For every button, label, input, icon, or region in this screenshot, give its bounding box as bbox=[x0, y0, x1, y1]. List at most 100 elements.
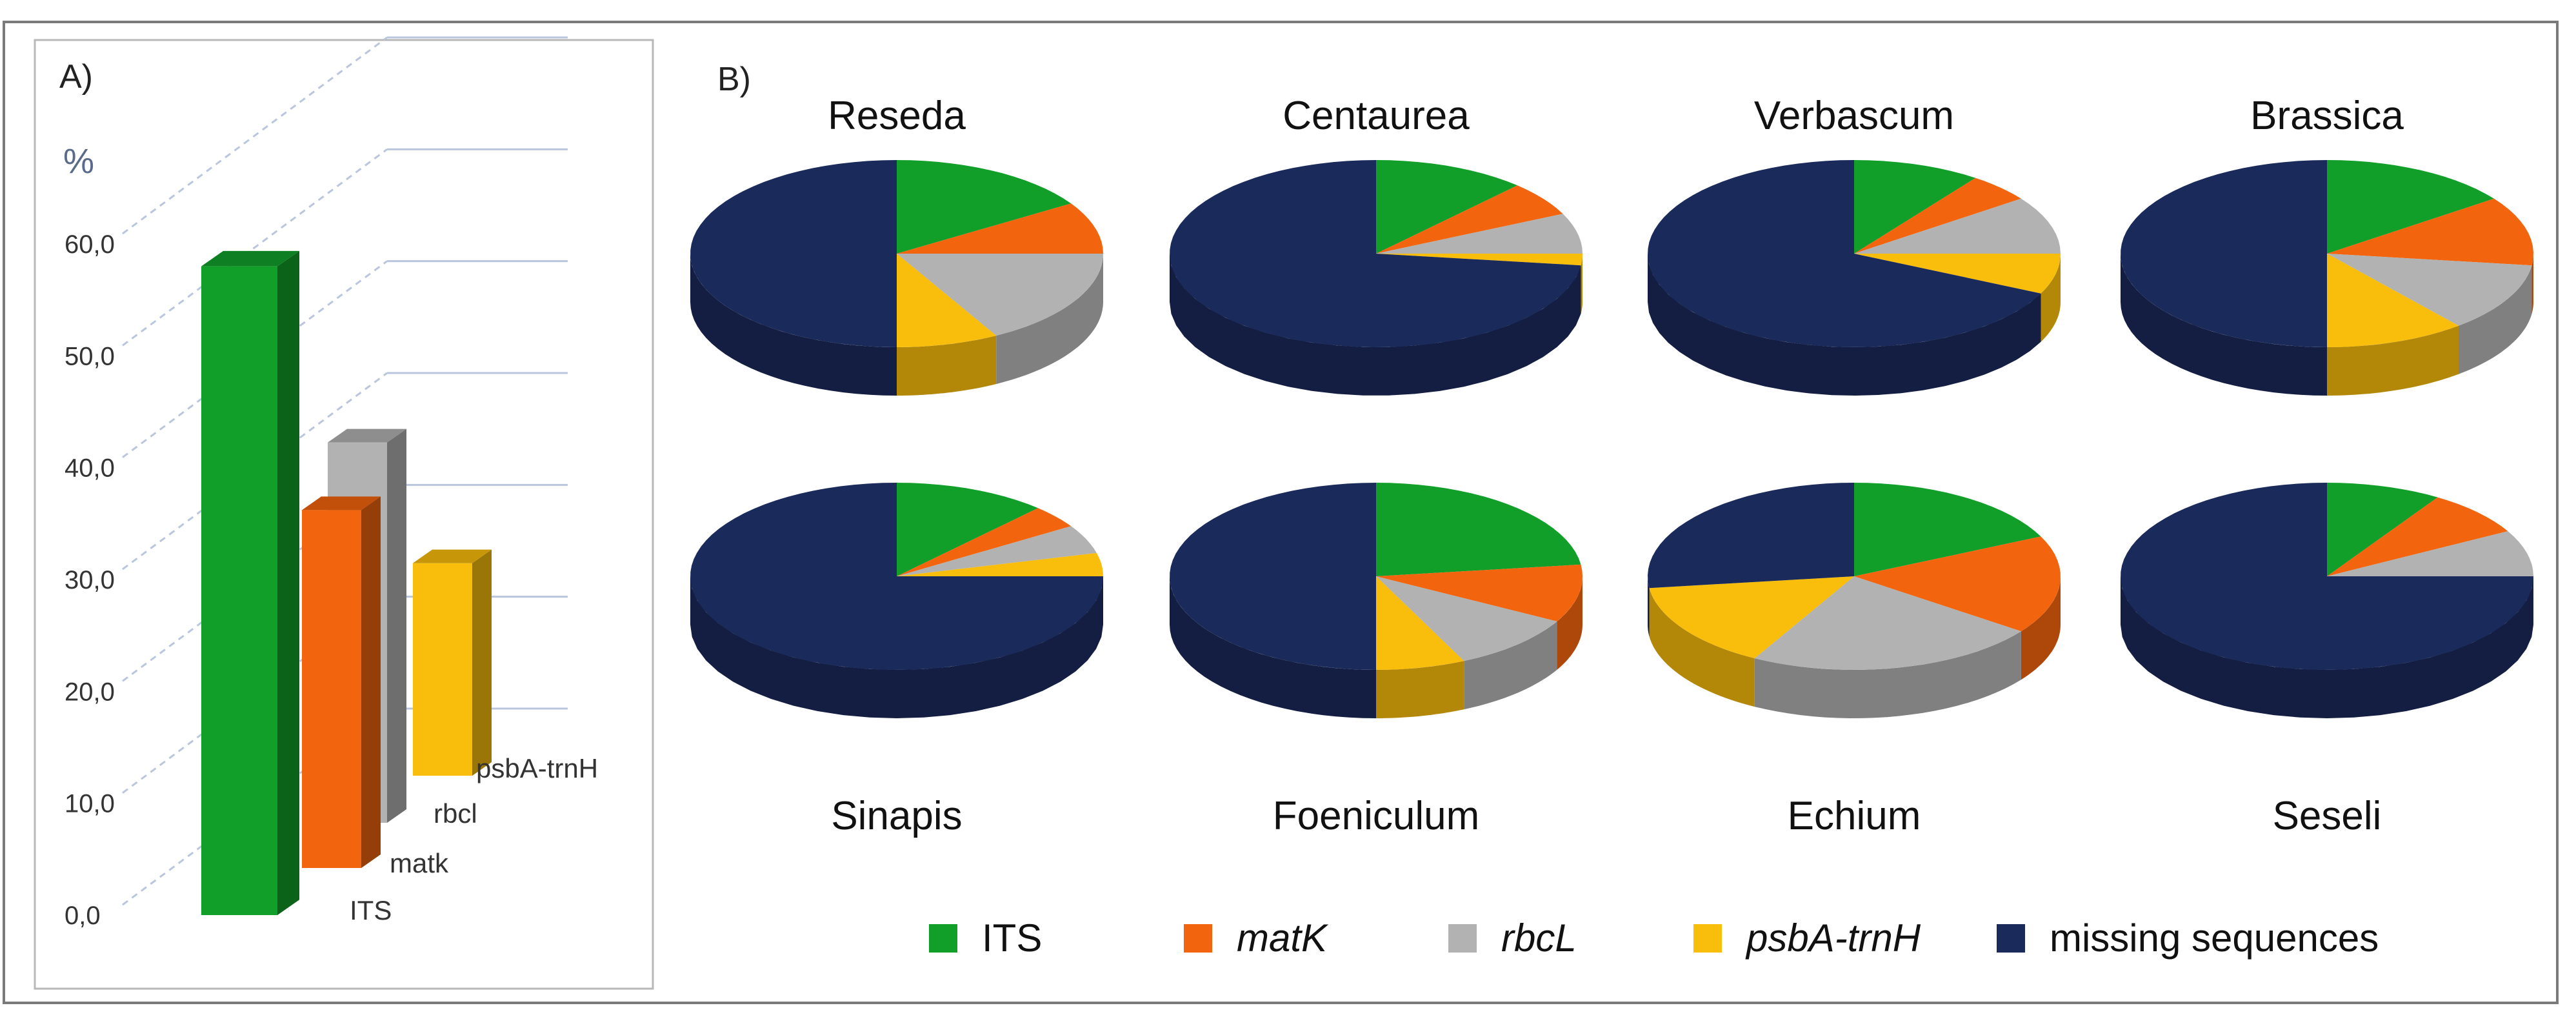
legend-label: missing sequences bbox=[2050, 916, 2379, 960]
pie-wall-psba-trnh bbox=[1376, 661, 1464, 718]
pie-centaurea: Centaurea bbox=[1170, 94, 1583, 396]
category-label-psba-trnh: psbA-trnH bbox=[476, 753, 598, 783]
pie-verbascum: Verbascum bbox=[1648, 94, 2061, 396]
pie-slice-rbcl bbox=[1376, 214, 1583, 254]
legend-label: psbA-trnH bbox=[1745, 916, 1921, 960]
pie-title: Verbascum bbox=[1754, 94, 1954, 138]
pie-wall-missing-sequences bbox=[1648, 576, 1650, 637]
pie-sinapis: Sinapis bbox=[690, 483, 1103, 838]
pie-brassica: Brassica bbox=[2121, 94, 2533, 396]
panel-a-label: A) bbox=[59, 58, 93, 96]
pie-slice-missing-sequences bbox=[1170, 483, 1376, 670]
pie-slice-rbcl bbox=[1754, 576, 2021, 670]
pie-wall-psba-trnh bbox=[2327, 325, 2459, 396]
pie-slice-psba-trnh bbox=[897, 254, 997, 347]
legend-label: matK bbox=[1237, 916, 1329, 960]
pie-slice-psba-trnh bbox=[1376, 576, 1464, 670]
pie-slice-missing-sequences bbox=[690, 483, 1103, 670]
legend-swatch bbox=[1448, 924, 1477, 953]
bar-chart-y-ticks: 0,0 10,0 20,0 30,0 40,0 50,0 60,0 bbox=[65, 230, 115, 930]
pie-wall-rbcl bbox=[996, 254, 1103, 385]
pie-wall-psba-trnh bbox=[1581, 254, 1583, 314]
pie-slice-rbcl bbox=[1376, 576, 1557, 661]
pie-wall-missing-sequences bbox=[2121, 254, 2327, 396]
pie-wall-matk bbox=[2021, 576, 2061, 680]
pie-wall-rbcl bbox=[1464, 621, 1557, 710]
legend: ITS matK rbcL psbA-trnH missing sequences bbox=[929, 916, 2379, 960]
category-label-its: ITS bbox=[350, 895, 392, 925]
pie-slice-missing-sequences bbox=[690, 160, 897, 347]
pie-wall-psba-trnh bbox=[897, 336, 997, 396]
grid-line-diagonal bbox=[122, 36, 388, 235]
legend-label: ITS bbox=[982, 916, 1042, 960]
pie-slice-matk bbox=[1854, 177, 2021, 254]
bar-side-rbcl bbox=[387, 429, 406, 823]
y-tick-label: 60,0 bbox=[65, 230, 115, 259]
y-unit-label: % bbox=[63, 142, 94, 181]
y-tick-label: 10,0 bbox=[65, 790, 115, 818]
bar-top-psba-trnh bbox=[413, 549, 492, 563]
pie-wall-rbcl bbox=[2459, 265, 2532, 374]
pie-title: Sinapis bbox=[831, 794, 962, 838]
pie-slice-its bbox=[2327, 160, 2494, 254]
pie-wall-psba-trnh bbox=[1649, 588, 1755, 707]
y-tick-label: 40,0 bbox=[65, 454, 115, 483]
bar-side-psba-trnh bbox=[472, 549, 492, 776]
grid-line-diagonal bbox=[122, 148, 388, 347]
category-label-matk: matk bbox=[390, 848, 449, 878]
pie-slice-its bbox=[1854, 160, 1976, 254]
y-tick-label: 30,0 bbox=[65, 566, 115, 594]
bar-side-matk bbox=[361, 496, 381, 868]
pie-wall-missing-sequences bbox=[690, 576, 1103, 718]
pie-title: Foeniculum bbox=[1273, 794, 1479, 838]
pie-slice-its bbox=[897, 160, 1072, 254]
pie-slice-its bbox=[2327, 483, 2438, 576]
pie-slice-missing-sequences bbox=[2121, 160, 2327, 347]
pie-slice-matk bbox=[897, 203, 1103, 254]
category-label-rbcl: rbcl bbox=[434, 798, 477, 829]
bar-side-its bbox=[277, 250, 299, 915]
pie-slice-psba-trnh bbox=[1854, 254, 2061, 294]
pie-slice-matk bbox=[1854, 536, 2061, 632]
legend-swatch bbox=[929, 924, 957, 953]
bar-chart-bars bbox=[201, 250, 492, 916]
pie-title: Brassica bbox=[2250, 94, 2404, 138]
pie-slice-rbcl bbox=[897, 526, 1097, 576]
bar-matk bbox=[302, 510, 361, 868]
y-tick-label: 0,0 bbox=[65, 902, 101, 930]
pie-slice-rbcl bbox=[1854, 198, 2061, 254]
pie-slice-missing-sequences bbox=[1648, 160, 2041, 347]
pie-slice-matk bbox=[2327, 198, 2533, 266]
pie-title: Centaurea bbox=[1283, 94, 1470, 138]
pie-title: Echium bbox=[1788, 794, 1921, 838]
legend-swatch bbox=[1997, 924, 2025, 953]
legend-label: rbcL bbox=[1501, 916, 1577, 960]
pie-slice-matk bbox=[1376, 564, 1583, 621]
bar-top-its bbox=[201, 250, 299, 267]
pie-slice-matk bbox=[1376, 185, 1563, 254]
pie-wall-rbcl bbox=[1754, 631, 2021, 718]
y-tick-label: 50,0 bbox=[65, 342, 115, 370]
panel-b-label: B) bbox=[717, 61, 751, 98]
pie-slice-missing-sequences bbox=[1170, 160, 1581, 347]
pie-slice-its bbox=[1854, 483, 2041, 576]
pie-wall-missing-sequences bbox=[1170, 254, 1581, 396]
legend-swatch bbox=[1693, 924, 1722, 953]
bar-psba-trnh bbox=[413, 563, 472, 776]
pie-wall-missing-sequences bbox=[1170, 576, 1376, 718]
pie-slice-psba-trnh bbox=[897, 552, 1103, 576]
pie-slice-matk bbox=[2327, 497, 2508, 576]
pie-slice-matk bbox=[897, 508, 1072, 576]
pie-wall-missing-sequences bbox=[2121, 576, 2533, 718]
pie-slice-rbcl bbox=[897, 254, 1103, 336]
pie-wall-psba-trnh bbox=[2041, 254, 2061, 342]
pie-wall-matk bbox=[1557, 576, 1583, 670]
pie-slice-its bbox=[1376, 160, 1518, 254]
pie-wall-missing-sequences bbox=[1648, 254, 2041, 396]
pie-wall-missing-sequences bbox=[690, 254, 897, 396]
pie-echium: Echium bbox=[1648, 483, 2061, 838]
pie-slice-rbcl bbox=[2327, 531, 2533, 576]
y-tick-label: 20,0 bbox=[65, 678, 115, 706]
bar-top-rbcl bbox=[328, 429, 406, 443]
